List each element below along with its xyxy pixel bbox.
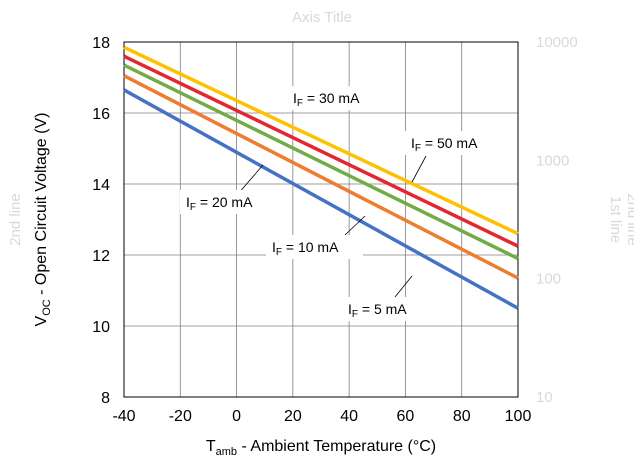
annotation-label-if-30: IF = 30 mA <box>293 90 360 109</box>
annotation-box-if-5 <box>342 297 430 321</box>
series-line-if-30-ma <box>123 54 519 248</box>
x-axis-label: Tamb - Ambient Temperature (°C) <box>206 438 436 458</box>
annotation-if-20: IF = 20 mA <box>180 164 276 214</box>
x-tick-label: 60 <box>397 408 415 425</box>
x-tick-label: -20 <box>169 408 192 425</box>
series-line-if-50-ma <box>123 45 519 236</box>
y-tick-label: 18 <box>92 35 110 52</box>
annotation-label-if-10: IF = 10 mA <box>272 239 339 258</box>
annotation-if-5: IF = 5 mA <box>342 275 430 321</box>
x-tick-label: -40 <box>112 408 135 425</box>
y-tick-labels: 8 10 12 14 16 18 <box>92 35 110 407</box>
x-tick-label: 0 <box>232 408 241 425</box>
annotation-box-if-10 <box>266 235 363 259</box>
y-tick-label: 16 <box>92 106 110 123</box>
annotation-if-10: IF = 10 mA <box>266 215 366 259</box>
annotation-leader-if-5 <box>394 275 413 298</box>
plot-area-border <box>123 41 519 398</box>
annotation-if-30: IF = 30 mA <box>287 86 385 110</box>
series-line-if-20-ma <box>123 63 519 261</box>
annotation-if-50: IF = 50 mA <box>405 131 502 183</box>
annotation-box-if-50 <box>405 131 502 155</box>
annotation-box-if-20 <box>180 190 276 214</box>
series-line-if-5-ma <box>123 88 519 310</box>
y-tick-label: 10 <box>92 319 110 336</box>
annotation-leader-if-20 <box>237 164 264 195</box>
series-group <box>123 45 519 310</box>
annotation-leader-if-10 <box>343 215 366 237</box>
y2-tick-label: 1000 <box>536 152 569 169</box>
annotation-box-if-30 <box>287 86 385 110</box>
annotation-label-if-20: IF = 20 mA <box>186 194 253 213</box>
annotation-label-if-50: IF = 50 mA <box>411 135 478 154</box>
annotation-label-if-5: IF = 5 mA <box>348 301 407 320</box>
y-axis-ghost-label: 2nd line <box>7 193 24 246</box>
y-tick-label: 8 <box>101 390 110 407</box>
x-tick-labels: -40 -20 0 20 40 60 80 100 <box>112 408 531 425</box>
x-tick-label: 100 <box>505 408 532 425</box>
y-axis-label: VOC - Open Circuit Voltage (V) <box>33 113 53 327</box>
x-tick-label: 40 <box>340 408 358 425</box>
y2-tick-label: 100 <box>536 271 561 288</box>
y-tick-label: 12 <box>92 248 110 265</box>
chart-title: Axis Title <box>292 9 352 26</box>
x-tick-label: 80 <box>453 408 471 425</box>
annotation-leader-if-50 <box>411 155 427 183</box>
y2-tick-label: 10000 <box>536 34 578 51</box>
series-line-if-10-ma <box>123 74 519 280</box>
y2-tick-label: 10 <box>536 389 553 406</box>
y-tick-label: 14 <box>92 177 110 194</box>
y2-tick-labels: 10 100 1000 10000 <box>536 34 578 406</box>
y2-axis-label-line2: 2nd line <box>624 193 634 246</box>
x-tick-label: 20 <box>284 408 302 425</box>
y2-axis-label-line1: 1st line <box>607 196 624 244</box>
